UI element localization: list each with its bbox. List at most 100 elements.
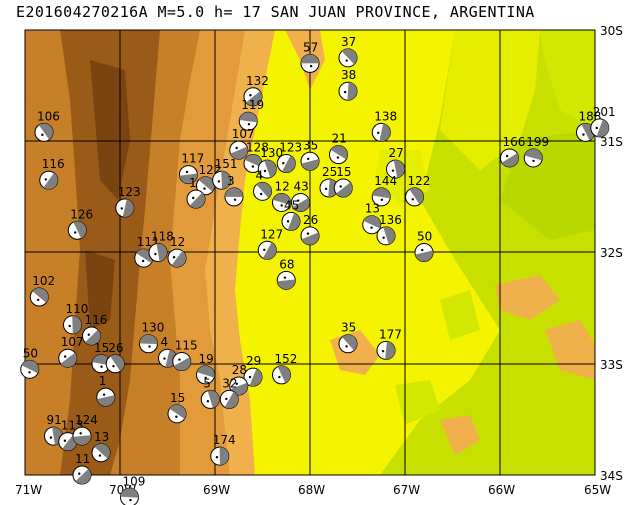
focal-mechanism-151[interactable]: 151 bbox=[212, 157, 238, 190]
event-label: 118 bbox=[151, 230, 174, 244]
focal-mechanism-119[interactable]: 119 bbox=[238, 98, 264, 131]
focal-mechanism-57[interactable]: 57 bbox=[300, 40, 320, 73]
focal-mechanism-116[interactable]: 116 bbox=[39, 157, 65, 190]
beachball-axis-dot bbox=[154, 252, 157, 256]
focal-mechanism-15[interactable]: 15 bbox=[333, 165, 353, 198]
focal-mechanism-116[interactable]: 116 bbox=[82, 313, 108, 346]
beachball-quadrant bbox=[73, 435, 91, 446]
beachball-quadrant bbox=[277, 279, 296, 290]
event-label: 177 bbox=[379, 327, 402, 341]
focal-mechanism-106[interactable]: 106 bbox=[34, 109, 60, 142]
beachball-quadrant bbox=[272, 193, 291, 206]
focal-mechanism-21[interactable]: 21 bbox=[329, 132, 348, 165]
focal-mechanism-25[interactable]: 25 bbox=[319, 165, 339, 198]
event-label: 37 bbox=[341, 35, 356, 49]
beachball-axis-dot bbox=[175, 415, 178, 418]
focal-mechanism-136[interactable]: 136 bbox=[376, 213, 402, 246]
focal-mechanism-123[interactable]: 123 bbox=[276, 141, 302, 173]
event-label: 35 bbox=[341, 321, 356, 335]
focal-mechanism-144[interactable]: 144 bbox=[371, 174, 397, 207]
beachball-axis-dot bbox=[345, 59, 348, 62]
focal-mechanism-43[interactable]: 43 bbox=[291, 179, 310, 212]
focal-mechanism-201[interactable]: 201 bbox=[590, 105, 616, 138]
focal-mechanism-26[interactable]: 26 bbox=[105, 341, 125, 374]
focal-mechanism-19[interactable]: 19 bbox=[196, 352, 215, 385]
beachball-quadrant bbox=[342, 334, 357, 351]
focal-mechanism-1[interactable]: 1 bbox=[186, 176, 206, 209]
focal-mechanism-11[interactable]: 11 bbox=[72, 452, 92, 485]
focal-mechanism-3[interactable]: 3 bbox=[224, 174, 244, 207]
event-label: 26 bbox=[303, 213, 318, 227]
focal-mechanism-26[interactable]: 26 bbox=[300, 213, 320, 246]
focal-mechanism-102[interactable]: 102 bbox=[29, 274, 55, 307]
focal-mechanism-15[interactable]: 15 bbox=[91, 341, 111, 374]
focal-mechanism-122[interactable]: 122 bbox=[405, 174, 431, 207]
focal-mechanism-15[interactable]: 15 bbox=[167, 391, 187, 424]
beachball-quadrant bbox=[139, 334, 158, 345]
beachball-axis-dot bbox=[582, 133, 585, 136]
focal-mechanism-37[interactable]: 37 bbox=[338, 35, 358, 68]
focal-mechanism-50[interactable]: 50 bbox=[20, 346, 40, 379]
focal-mechanism-13[interactable]: 13 bbox=[362, 202, 382, 235]
focal-mechanism-126[interactable]: 126 bbox=[67, 207, 93, 240]
focal-mechanism-35[interactable]: 35 bbox=[300, 138, 320, 171]
focal-mechanism-32[interactable]: 32 bbox=[219, 376, 239, 409]
focal-mechanism-50[interactable]: 50 bbox=[414, 230, 434, 262]
lon-label: 65W bbox=[584, 483, 611, 497]
beachball-axis-dot bbox=[339, 185, 342, 188]
focal-mechanism-174[interactable]: 174 bbox=[210, 433, 236, 466]
focal-mechanism-5[interactable]: 5 bbox=[200, 376, 220, 409]
focal-mechanism-130[interactable]: 130 bbox=[257, 146, 283, 179]
beachball-quadrant bbox=[120, 488, 139, 498]
beachball-axis-dot bbox=[411, 198, 414, 201]
focal-mechanism-110[interactable]: 110 bbox=[63, 302, 89, 335]
focal-mechanism-152[interactable]: 152 bbox=[272, 352, 298, 385]
focal-mechanism-123[interactable]: 123 bbox=[115, 185, 141, 218]
focal-mechanism-177[interactable]: 177 bbox=[376, 327, 402, 360]
focal-mechanism-28[interactable]: 28 bbox=[229, 363, 249, 396]
focal-mechanism-27[interactable]: 27 bbox=[386, 146, 405, 179]
focal-mechanism-38[interactable]: 38 bbox=[338, 68, 358, 101]
focal-mechanism-118[interactable]: 118 bbox=[148, 230, 174, 262]
beachball-axis-dot bbox=[286, 220, 290, 223]
focal-mechanism-91[interactable]: 91 bbox=[44, 413, 63, 446]
event-label: 91 bbox=[47, 413, 62, 427]
focal-mechanism-107[interactable]: 107 bbox=[58, 335, 84, 368]
beachball-axis-dot bbox=[74, 231, 77, 234]
focal-mechanism-138[interactable]: 138 bbox=[371, 109, 397, 142]
event-label: 116 bbox=[85, 313, 108, 327]
beachball-axis-dot bbox=[259, 192, 263, 196]
event-label: 117 bbox=[181, 152, 204, 166]
focal-mechanism-1[interactable]: 1 bbox=[96, 374, 116, 407]
beachball-quadrant bbox=[292, 197, 310, 212]
focal-mechanism-12[interactable]: 12 bbox=[272, 179, 291, 212]
beachball-quadrant bbox=[225, 187, 243, 198]
focal-mechanism-4[interactable]: 4 bbox=[253, 168, 272, 201]
focal-mechanism-117[interactable]: 117 bbox=[178, 152, 204, 185]
beachball-axis-dot bbox=[98, 454, 102, 457]
beachball-axis-dot bbox=[307, 157, 310, 161]
beachball-quadrant bbox=[122, 199, 134, 217]
focal-mechanism-107[interactable]: 107 bbox=[229, 127, 255, 160]
focal-mechanism-68[interactable]: 68 bbox=[276, 257, 296, 290]
focal-mechanism-13[interactable]: 13 bbox=[91, 430, 111, 463]
focal-mechanism-109[interactable]: 109 bbox=[120, 474, 146, 505]
lat-axis-labels: 30S 31S 32S 33S 34S bbox=[600, 24, 623, 483]
focal-mechanism-132[interactable]: 132 bbox=[243, 74, 269, 107]
focal-mechanism-12[interactable]: 12 bbox=[167, 235, 187, 268]
lat-label: 32S bbox=[600, 246, 623, 260]
focal-mechanism-35[interactable]: 35 bbox=[338, 321, 358, 354]
focal-mechanism-115[interactable]: 115 bbox=[172, 339, 198, 372]
focal-mechanism-199[interactable]: 199 bbox=[523, 135, 549, 168]
event-label: 201 bbox=[593, 105, 616, 119]
focal-mechanism-127[interactable]: 127 bbox=[257, 227, 283, 260]
beachball-quadrant bbox=[219, 447, 229, 466]
focal-mechanism-166[interactable]: 166 bbox=[500, 135, 526, 168]
beachball-quadrant bbox=[393, 160, 405, 178]
focal-mechanism-130[interactable]: 130 bbox=[139, 321, 165, 354]
lon-label: 68W bbox=[298, 483, 325, 497]
focal-mechanism-45[interactable]: 45 bbox=[281, 198, 301, 231]
focal-mechanism-29[interactable]: 29 bbox=[243, 354, 263, 387]
beachball-quadrant bbox=[43, 172, 58, 190]
focal-mechanism-124[interactable]: 124 bbox=[72, 413, 98, 446]
